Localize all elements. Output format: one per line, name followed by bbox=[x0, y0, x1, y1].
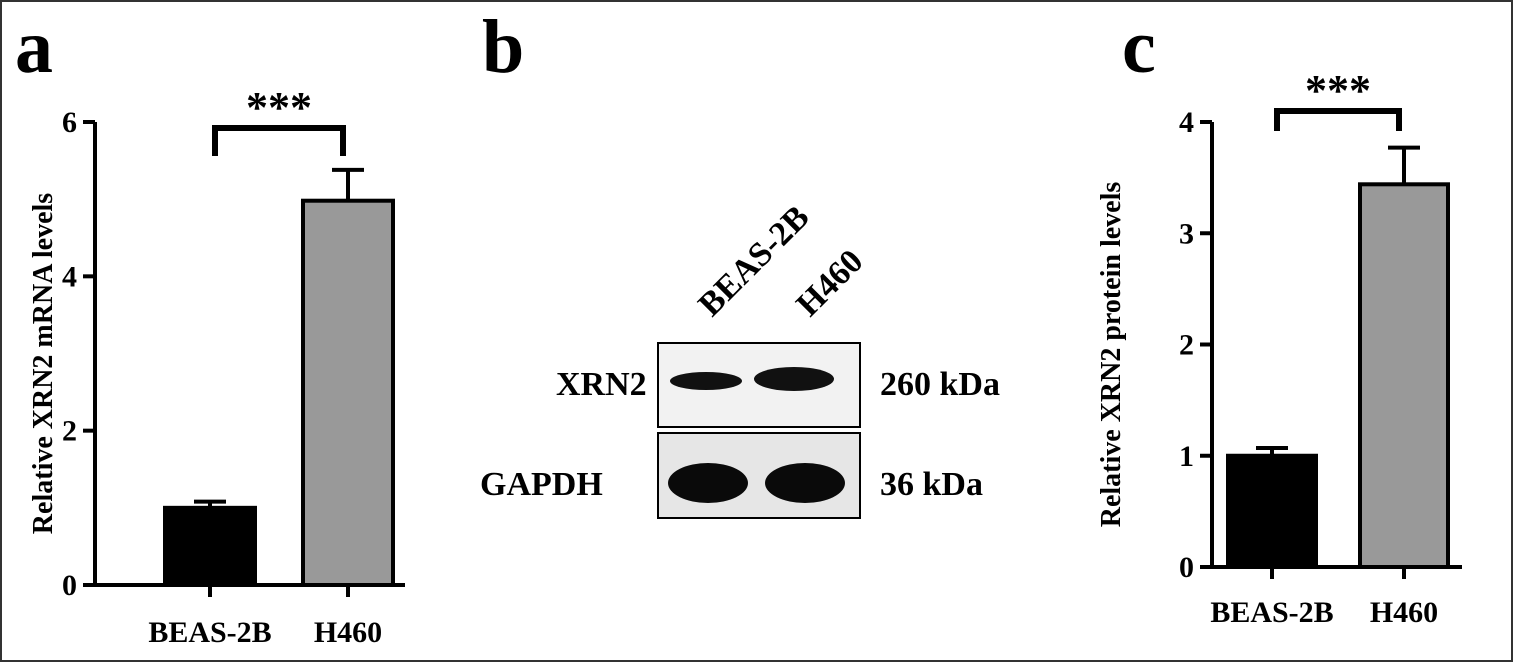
band bbox=[765, 463, 845, 503]
protein-label: GAPDH bbox=[480, 466, 603, 503]
significance-bracket bbox=[212, 125, 346, 156]
bar bbox=[301, 198, 395, 588]
y-tick-label: 0 bbox=[62, 569, 77, 602]
bar bbox=[1226, 453, 1318, 569]
band bbox=[668, 463, 748, 503]
x-tick-label: H460 bbox=[314, 616, 382, 649]
y-tick-label: 4 bbox=[62, 260, 77, 293]
y-tick-label: 4 bbox=[1179, 106, 1194, 139]
y-tick-label: 1 bbox=[1179, 440, 1194, 473]
y-tick-label: 2 bbox=[62, 415, 77, 448]
band bbox=[670, 372, 742, 390]
y-axis-label: Relative XRN2 protein levels bbox=[1096, 182, 1127, 528]
panel-label: a bbox=[15, 5, 53, 89]
panel-label: c bbox=[1122, 5, 1156, 89]
bar bbox=[1358, 182, 1450, 570]
y-tick-label: 3 bbox=[1179, 217, 1194, 250]
y-tick-label: 6 bbox=[62, 106, 77, 139]
x-tick-label: BEAS-2B bbox=[148, 616, 271, 649]
significance-label: *** bbox=[1305, 66, 1371, 115]
x-tick-label: H460 bbox=[1370, 596, 1438, 629]
panel-label: b bbox=[482, 5, 524, 89]
x-tick-label: BEAS-2B bbox=[1210, 596, 1333, 629]
significance-bracket bbox=[1274, 108, 1402, 131]
bar bbox=[163, 505, 257, 588]
size-label: 260 kDa bbox=[880, 366, 1000, 403]
y-tick-label: 0 bbox=[1179, 551, 1194, 584]
protein-label: XRN2 bbox=[556, 366, 647, 403]
y-tick-label: 2 bbox=[1179, 329, 1194, 362]
band bbox=[754, 367, 834, 391]
y-axis-label: Relative XRN2 mRNA levels bbox=[28, 193, 59, 534]
size-label: 36 kDa bbox=[880, 466, 983, 503]
significance-label: *** bbox=[246, 83, 312, 132]
